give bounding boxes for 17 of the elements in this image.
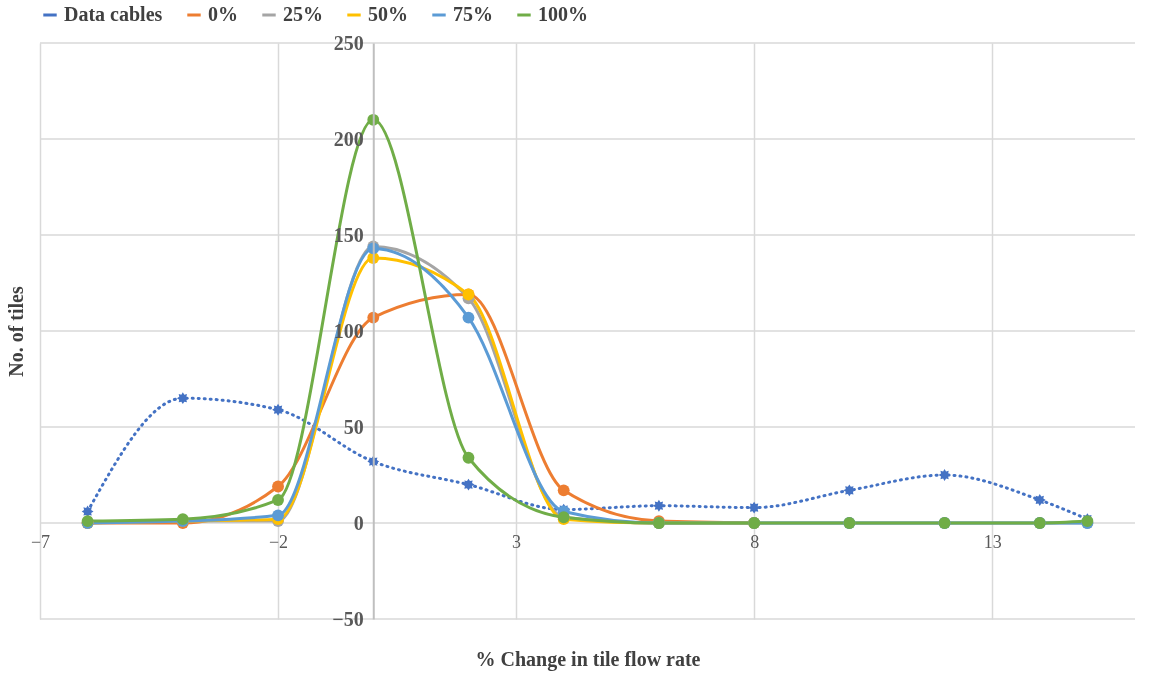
x-tick-label: 3 [512,531,522,552]
y-tick-label: 250 [333,31,364,54]
legend-label: 100% [538,3,588,25]
x-tick-label: 8 [750,531,760,552]
x-axis-title: % Change in tile flow rate [475,647,701,671]
legend-label: Data cables [64,3,163,25]
x-tick-label: −7 [30,531,51,552]
y-tick-label: 50 [343,415,364,438]
x-tick-label: 13 [983,531,1002,552]
legend-label: 75% [453,3,493,25]
legend-label: 0% [208,3,238,25]
legend-label: 25% [283,3,323,25]
y-axis-title: No. of tiles [4,286,27,377]
legend-label: 50% [368,3,408,25]
x-tick-label: −2 [268,531,289,552]
y-tick-label: 0 [353,511,364,534]
y-tick-label: −50 [332,607,364,630]
